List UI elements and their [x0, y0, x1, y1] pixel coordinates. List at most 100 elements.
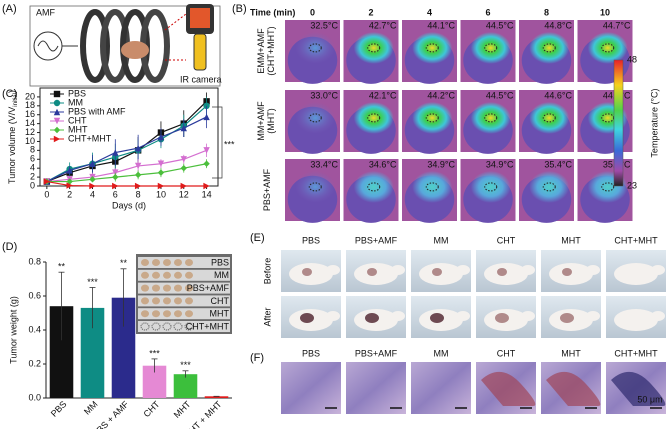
significance: *** [87, 277, 98, 287]
marker [203, 182, 210, 190]
tumor-outline [542, 43, 556, 53]
camera-label: IR camera [180, 74, 222, 84]
marker [66, 178, 73, 185]
temperature: 42.7°C [369, 20, 397, 30]
tumor [151, 322, 161, 331]
x-tick-label: 0 [44, 189, 49, 199]
y-tick-label: 4 [30, 163, 35, 173]
y-tick-label: 6 [30, 154, 35, 164]
tumor [185, 259, 193, 266]
tumor [185, 310, 193, 318]
marker [66, 167, 73, 174]
series-line [46, 105, 207, 183]
marker [157, 133, 165, 141]
tumor-outline [367, 113, 381, 123]
tumor [163, 297, 171, 305]
tumor [174, 259, 182, 266]
mouse-head [456, 265, 470, 275]
tumor [152, 259, 160, 266]
scale-label: 50 μm [637, 394, 662, 404]
tumor [152, 297, 160, 305]
x-tick-label: 4 [90, 189, 95, 199]
group-label: PBS [302, 348, 320, 358]
tumor [174, 310, 182, 318]
tumor [365, 313, 379, 323]
y-tick-label: 10 [25, 136, 35, 146]
row-sub: (CHT+MHT) [266, 26, 276, 75]
y-axis-label: Tumor volume (V/Vinitial) [7, 90, 18, 184]
tumor [432, 268, 442, 276]
panel-label: (B) [232, 3, 247, 15]
temperature: 34.9°C [427, 159, 455, 169]
x-tick-label: 2 [67, 189, 72, 199]
tumor-outline [484, 113, 498, 123]
x-tick-label: 12 [179, 189, 189, 199]
x-tick-label: PBS [49, 399, 69, 419]
x-tick-label: 14 [202, 189, 212, 199]
tumor-outline [484, 43, 498, 53]
y-tick-label: 20 [25, 91, 35, 101]
thermal-spot [470, 31, 511, 64]
temperature: 44.7°C [603, 20, 631, 30]
marker [134, 182, 142, 190]
amf-label: AMF [36, 7, 56, 17]
tumor [163, 310, 171, 318]
marker [89, 160, 96, 167]
thermal-spot [587, 31, 628, 64]
marker [157, 169, 165, 176]
mouse-head [586, 265, 600, 275]
marker [43, 178, 51, 185]
time-label: 0 [310, 7, 315, 17]
temperature: 35.4°C [544, 159, 572, 169]
mouse-head [391, 265, 405, 275]
row-name: MM+AMF [256, 101, 266, 141]
tumor [141, 297, 149, 305]
time-label: 10 [600, 7, 610, 17]
bar [173, 374, 198, 398]
time-label: 4 [427, 7, 432, 17]
thermal-spot [412, 170, 453, 203]
marker [134, 144, 142, 152]
temperature: 34.6°C [369, 159, 397, 169]
y-label-main: Tumor volume (V/V [7, 107, 17, 184]
histology [281, 362, 341, 414]
temperature: 44.1°C [427, 20, 455, 30]
mouse-head [651, 265, 665, 275]
legend-marker [53, 126, 61, 134]
marker [180, 182, 187, 190]
group-label: MM [434, 235, 449, 245]
necrosis [546, 371, 601, 406]
temperature: 44.5°C [486, 90, 514, 100]
legend-marker [53, 117, 61, 125]
thermal-spot [529, 31, 570, 64]
legend-label: PBS with AMF [68, 106, 126, 116]
marker [89, 182, 96, 190]
tumor [300, 313, 314, 323]
tumor [430, 313, 444, 323]
tumor-outline [542, 113, 556, 123]
tumor [367, 268, 377, 276]
temperature: 33.4°C [310, 159, 338, 169]
marker [180, 156, 187, 163]
x-tick-label: 6 [113, 189, 118, 199]
legend-marker [53, 90, 61, 98]
mouse-head [326, 265, 340, 275]
row-label: EMM+AMF(CHT+MHT) [256, 26, 276, 75]
tumor [495, 313, 509, 323]
mouse-head [456, 311, 470, 321]
bracket [212, 106, 223, 179]
thermal-spot [412, 101, 453, 134]
marker [134, 171, 142, 179]
tumor [141, 259, 149, 266]
tumor-outline [308, 182, 322, 192]
x-axis-label: Days (d) [112, 200, 146, 210]
mouse-body [614, 263, 658, 285]
tumor [163, 284, 171, 292]
legend-label: PBS [68, 88, 86, 98]
row-sub: (MHT) [266, 108, 276, 134]
inset-row [138, 269, 230, 281]
y-label-sub: initial [13, 93, 19, 107]
thermal-spot [353, 101, 394, 134]
marker [112, 182, 119, 190]
thermal-spot [353, 31, 394, 64]
